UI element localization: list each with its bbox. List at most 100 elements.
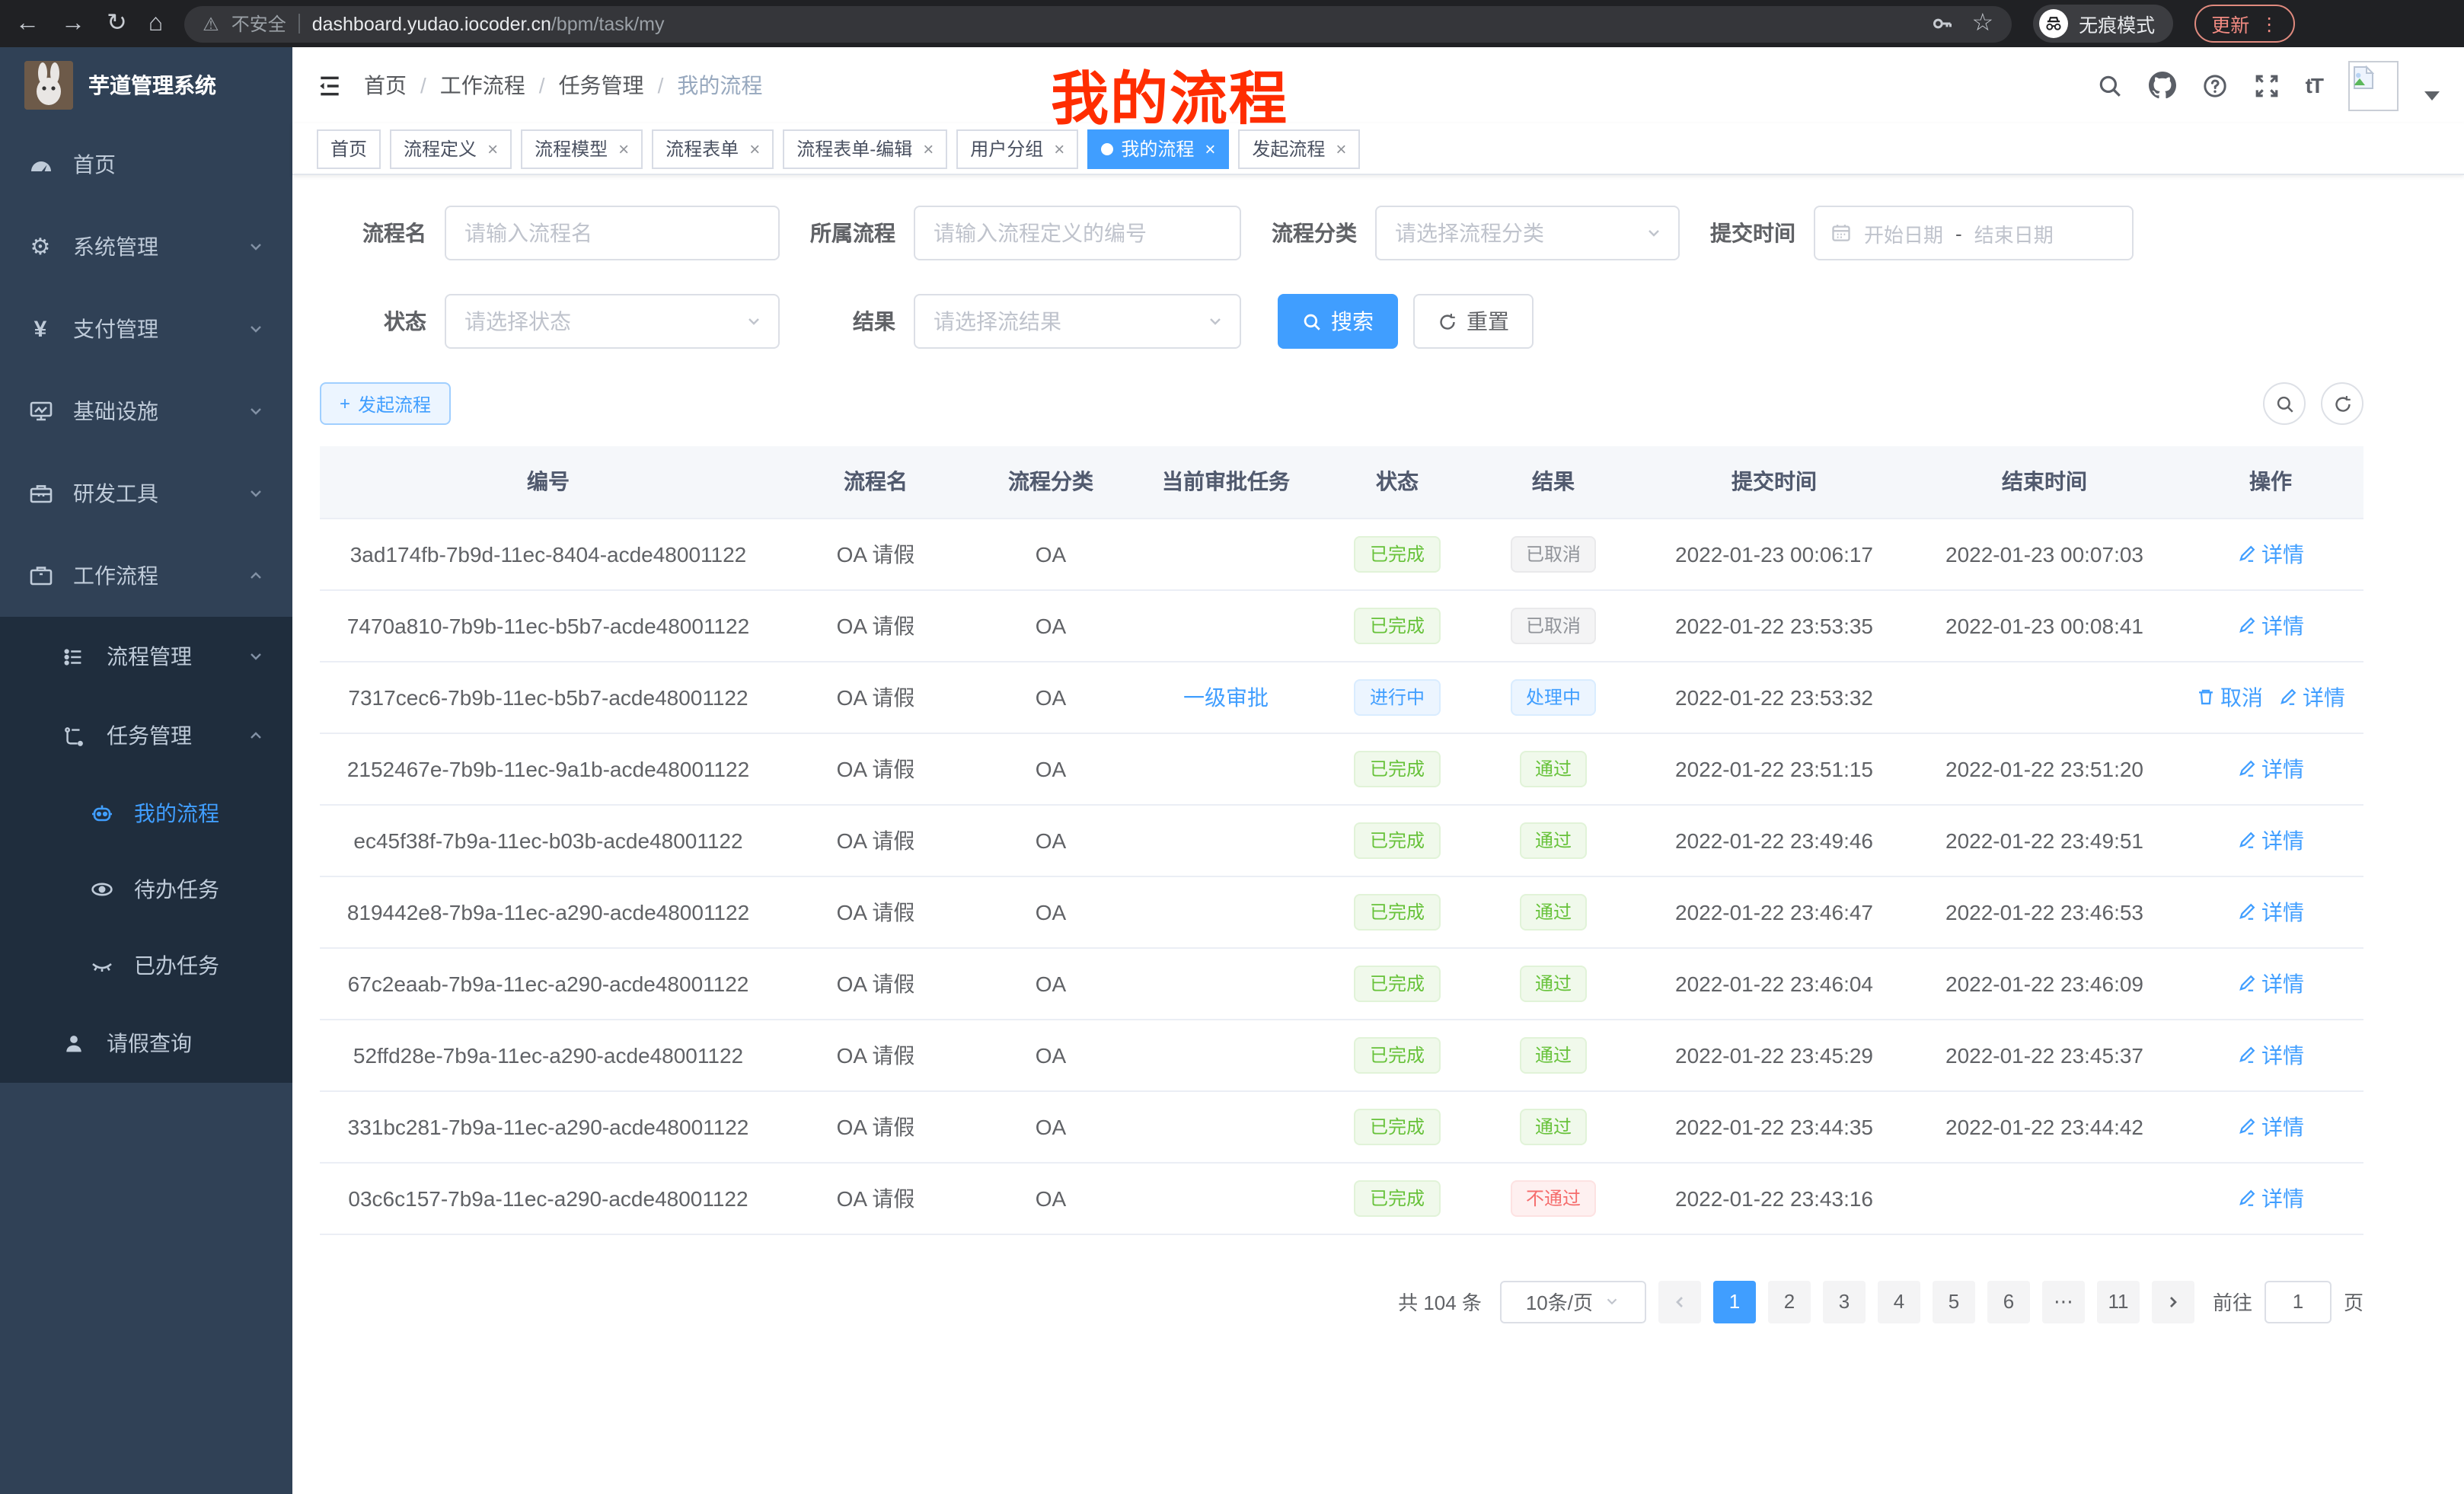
breadcrumb-workflow[interactable]: 工作流程	[440, 70, 545, 101]
sidebar-item-pay[interactable]: ¥ 支付管理	[0, 288, 292, 370]
fullscreen-icon[interactable]	[2254, 72, 2280, 98]
close-tab-icon[interactable]: ×	[1205, 138, 1216, 159]
tab-process-form-edit[interactable]: 流程表单-编辑 ×	[783, 129, 948, 168]
more-pages-button[interactable]: ⋯	[2041, 1280, 2085, 1323]
close-tab-icon[interactable]: ×	[749, 138, 761, 159]
sidebar-item-workflow[interactable]: 工作流程	[0, 535, 292, 617]
key-icon[interactable]	[1930, 12, 1953, 35]
detail-link[interactable]: 详情	[2237, 968, 2304, 998]
cell-end-time	[1911, 661, 2178, 733]
collapse-sidebar-icon[interactable]	[317, 72, 343, 98]
page-button-11[interactable]: 11	[2096, 1280, 2140, 1323]
cell-actions: 详情	[2178, 1090, 2363, 1163]
address-bar[interactable]: ⚠ 不安全 dashboard.yudao.iocoder.cn/bpm/tas…	[184, 5, 2012, 42]
cancel-link[interactable]: 取消	[2196, 682, 2263, 712]
back-icon[interactable]: ←	[15, 10, 40, 36]
page-button-3[interactable]: 3	[1822, 1280, 1866, 1323]
cancel-label: 取消	[2220, 685, 2263, 709]
search-icon[interactable]	[2097, 72, 2123, 98]
avatar-caret-icon[interactable]	[2424, 91, 2440, 101]
sidebar-item-todo-tasks[interactable]: 待办任务	[0, 851, 292, 927]
category-select[interactable]: 请选择流程分类	[1375, 206, 1680, 260]
submit-time-range-picker[interactable]: 开始日期 - 结束日期	[1814, 206, 2134, 260]
filter-result-label: 结果	[853, 309, 895, 334]
filter-definition-label: 所属流程	[810, 221, 895, 245]
detail-link[interactable]: 详情	[2237, 825, 2304, 855]
tab-my-process[interactable]: 我的流程 ×	[1087, 129, 1230, 168]
page-button-4[interactable]: 4	[1877, 1280, 1920, 1323]
start-process-button[interactable]: + 发起流程	[320, 382, 452, 425]
close-tab-icon[interactable]: ×	[1336, 138, 1347, 159]
close-tab-icon[interactable]: ×	[1054, 138, 1065, 159]
cell-id: 7317cec6-7b9b-11ec-b5b7-acde48001122	[320, 661, 777, 733]
sidebar-item-done-tasks[interactable]: 已办任务	[0, 927, 292, 1004]
page-button-6[interactable]: 6	[1987, 1280, 2030, 1323]
process-name-input[interactable]	[445, 206, 780, 260]
reset-button-label: 重置	[1467, 309, 1509, 334]
search-button[interactable]: 搜索	[1278, 294, 1398, 349]
sidebar-item-leave-query[interactable]: 请假查询	[0, 1004, 292, 1083]
task-link[interactable]: 一级审批	[1183, 685, 1269, 709]
process-definition-input[interactable]	[914, 206, 1241, 260]
detail-link[interactable]: 详情	[2278, 682, 2345, 712]
cell-status: 已完成	[1325, 1090, 1470, 1163]
refresh-button[interactable]	[2321, 382, 2363, 425]
browser-update-button[interactable]: 更新 ⋮	[2194, 5, 2296, 43]
status-badge: 已完成	[1354, 535, 1440, 572]
sidebar-item-my-process[interactable]: 我的流程	[0, 775, 292, 851]
app-title: 芋道管理系统	[88, 73, 216, 97]
detail-link[interactable]: 详情	[2237, 1111, 2304, 1141]
reload-icon[interactable]: ↻	[107, 10, 127, 36]
cell-end-time: 2022-01-22 23:46:09	[1911, 947, 2178, 1020]
detail-link[interactable]: 详情	[2237, 1183, 2304, 1213]
status-select[interactable]: 请选择状态	[445, 294, 780, 349]
prev-page-button[interactable]	[1658, 1280, 1701, 1323]
detail-link[interactable]: 详情	[2237, 610, 2304, 640]
sidebar-item-devtools[interactable]: 研发工具	[0, 452, 292, 535]
forward-icon[interactable]: →	[61, 10, 85, 36]
page-button-1[interactable]: 1	[1712, 1280, 1756, 1323]
detail-link[interactable]: 详情	[2237, 896, 2304, 927]
sidebar-item-system[interactable]: ⚙ 系统管理	[0, 206, 292, 288]
next-page-button[interactable]	[2151, 1280, 2194, 1323]
close-tab-icon[interactable]: ×	[487, 138, 499, 159]
avatar[interactable]	[2348, 60, 2399, 110]
font-size-icon[interactable]: tT	[2305, 73, 2324, 97]
tab-home[interactable]: 首页	[317, 129, 381, 168]
sidebar-item-infra[interactable]: 基础设施	[0, 370, 292, 452]
browser-menu-icon[interactable]: ⋮	[2260, 13, 2279, 34]
result-select[interactable]: 请选择流结果	[914, 294, 1241, 349]
reset-button[interactable]: 重置	[1413, 294, 1534, 349]
sidebar-item-task-mgmt[interactable]: 任务管理	[0, 696, 292, 775]
help-icon[interactable]	[2202, 72, 2228, 98]
tab-process-form[interactable]: 流程表单 ×	[652, 129, 774, 168]
sidebar-item-process-mgmt[interactable]: 流程管理	[0, 617, 292, 696]
show-search-button[interactable]	[2263, 382, 2306, 425]
bookmark-star-icon[interactable]: ☆	[1971, 10, 1994, 36]
table-header-row: 编号 流程名 流程分类 当前审批任务 状态 结果 提交时间 结束时间 操作	[320, 446, 2363, 519]
page-button-2[interactable]: 2	[1767, 1280, 1811, 1323]
sidebar-item-label: 请假查询	[107, 1031, 192, 1055]
page-button-5[interactable]: 5	[1932, 1280, 1975, 1323]
goto-page-input[interactable]	[2264, 1280, 2332, 1323]
start-date-placeholder[interactable]: 开始日期	[1864, 223, 1944, 246]
detail-label: 详情	[2261, 899, 2304, 924]
breadcrumb-task-mgmt[interactable]: 任务管理	[559, 70, 664, 101]
detail-link[interactable]: 详情	[2237, 538, 2304, 569]
home-icon[interactable]: ⌂	[148, 10, 164, 36]
breadcrumb-home[interactable]: 首页	[364, 70, 426, 101]
close-tab-icon[interactable]: ×	[618, 138, 630, 159]
sidebar-item-home[interactable]: 首页	[0, 123, 292, 206]
github-icon[interactable]	[2148, 72, 2176, 99]
tab-process-model[interactable]: 流程模型 ×	[521, 129, 643, 168]
close-tab-icon[interactable]: ×	[923, 138, 934, 159]
detail-link[interactable]: 详情	[2237, 753, 2304, 784]
tab-start-process[interactable]: 发起流程 ×	[1238, 129, 1361, 168]
chevron-up-icon	[247, 726, 265, 745]
tab-process-definition[interactable]: 流程定义 ×	[390, 129, 512, 168]
tab-user-group[interactable]: 用户分组 ×	[956, 129, 1079, 168]
end-date-placeholder[interactable]: 结束日期	[1974, 223, 2054, 246]
header-result: 结果	[1470, 446, 1637, 519]
detail-link[interactable]: 详情	[2237, 1039, 2304, 1070]
page-size-select[interactable]: 10条/页	[1499, 1280, 1646, 1323]
